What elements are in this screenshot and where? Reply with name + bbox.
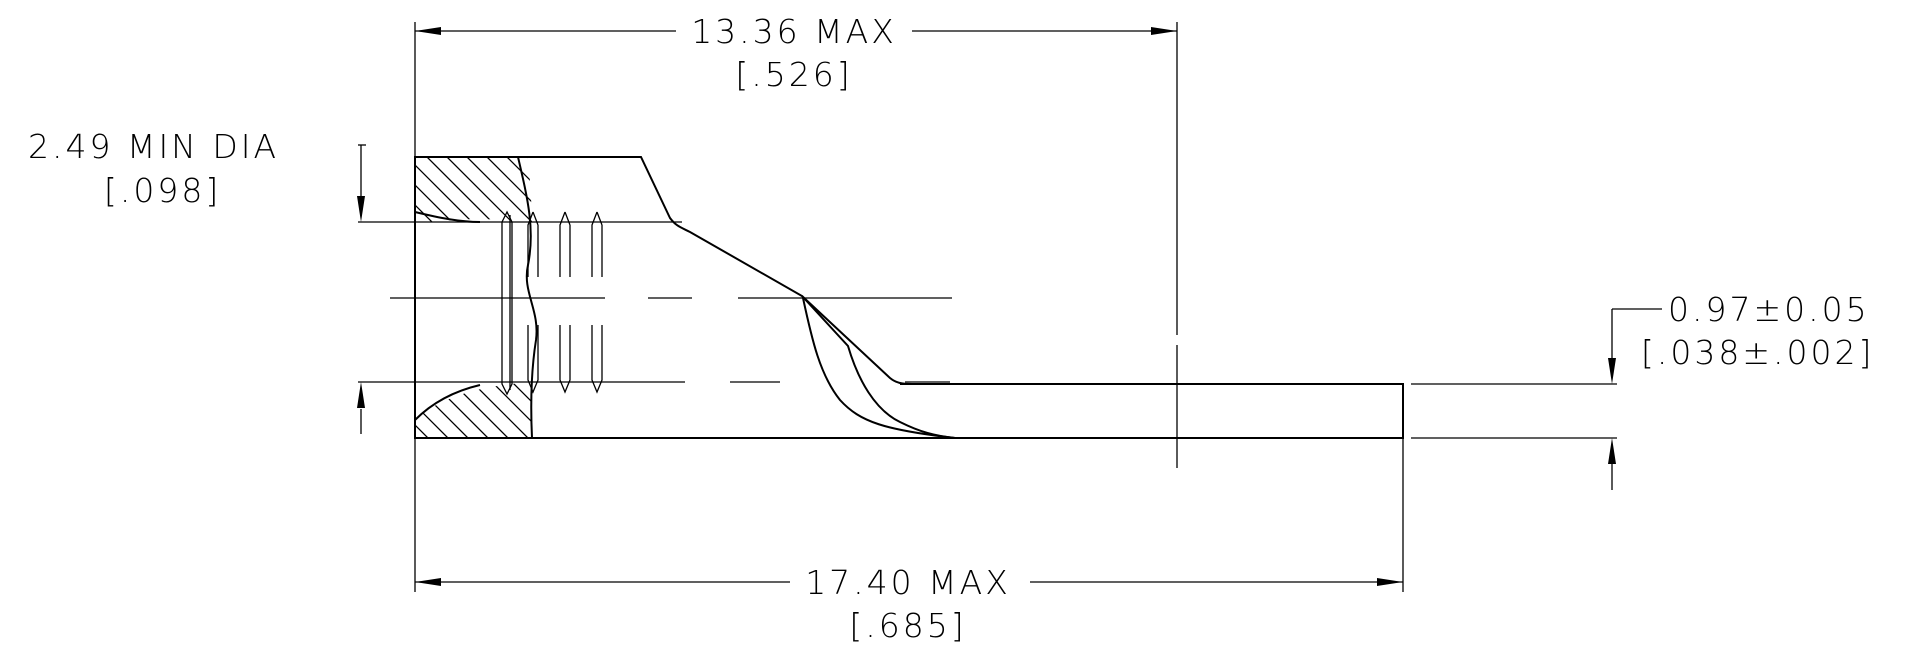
tab-thickness-metric: 0.97±0.05 <box>1668 290 1870 329</box>
tab-underside-curve <box>802 297 956 439</box>
inner-diameter-metric: 2.49 MIN DIA <box>28 127 279 166</box>
cross-section <box>358 156 952 439</box>
tab-thickness-imperial: [.038±.002] <box>1641 333 1874 372</box>
overall-length-metric: 17.40 MAX <box>805 563 1011 602</box>
partial-length-imperial: [.526] <box>735 55 852 94</box>
tab-transition-curve <box>801 295 913 385</box>
hatch-top <box>415 157 532 222</box>
centerline <box>390 297 952 383</box>
part-outline <box>414 156 1404 439</box>
partial-length-metric: 13.36 MAX <box>691 12 897 51</box>
serrations <box>501 210 603 396</box>
dim-overall-length: 17.40 MAX [.685] <box>414 438 1404 645</box>
dim-partial-length: 13.36 MAX [.526] <box>414 12 1178 468</box>
tab-outline <box>900 383 1404 439</box>
overall-length-imperial: [.685] <box>849 606 966 645</box>
dim-inner-diameter: 2.49 MIN DIA [.098] <box>28 127 366 434</box>
inner-diameter-imperial: [.098] <box>104 171 221 210</box>
dim-tab-thickness: 0.97±0.05 [.038±.002] <box>1411 290 1874 490</box>
